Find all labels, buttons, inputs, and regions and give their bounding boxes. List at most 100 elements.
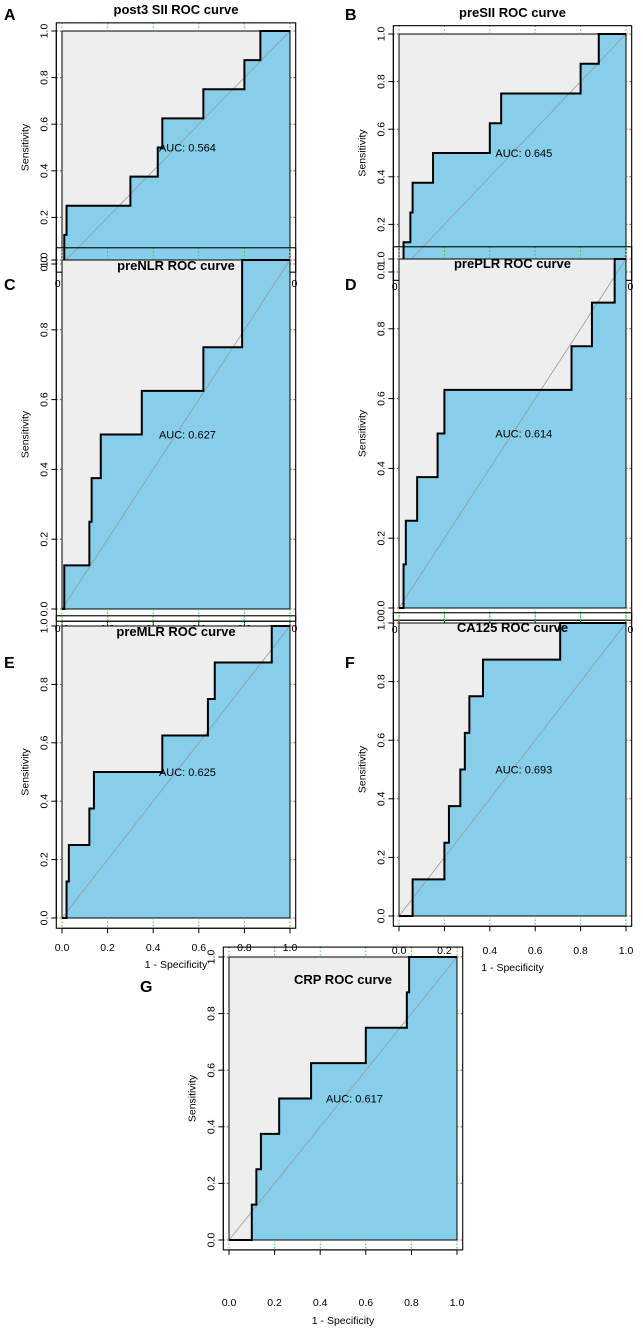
chart-title: post3 SII ROC curve (114, 2, 239, 17)
auc-label: AUC: 0.564 (159, 143, 216, 155)
x-tick-label: 0.2 (267, 1297, 282, 1309)
y-tick-label: 0.8 (375, 74, 387, 89)
x-tick-label: 0.0 (222, 1297, 237, 1309)
y-tick-label: 0.2 (375, 217, 387, 232)
x-tick-label: 0.6 (528, 945, 543, 957)
y-tick-label: 0.6 (205, 1063, 217, 1078)
y-tick-label: 1.0 (375, 27, 387, 42)
y-axis-label: Sensitivity (19, 410, 31, 458)
plot-area-border (61, 259, 291, 610)
x-tick-label: 0.6 (191, 942, 206, 954)
y-axis-label: Sensitivity (186, 1074, 198, 1122)
panel-letter: D (345, 277, 357, 294)
y-tick-label: 0.6 (38, 117, 50, 132)
panel-letter: F (345, 655, 355, 672)
y-tick-label: 0.2 (205, 1176, 217, 1191)
y-tick-label: 0.6 (375, 733, 387, 748)
y-tick-label: 0.8 (38, 70, 50, 85)
y-tick-label: 0.0 (375, 909, 387, 924)
y-axis-label: Sensitivity (356, 745, 368, 793)
y-tick-label: 1.0 (205, 950, 217, 965)
y-tick-label: 0.0 (38, 602, 50, 617)
y-tick-label: 1.0 (38, 619, 50, 634)
y-tick-label: 0.0 (375, 601, 387, 616)
roc-panel-b: 0.00.00.20.20.40.40.60.60.80.81.01.01 - … (345, 5, 633, 310)
x-tick-label: 0.2 (437, 945, 452, 957)
y-tick-label: 0.6 (375, 391, 387, 406)
y-tick-label: 1.0 (38, 24, 50, 39)
y-tick-label: 0.8 (375, 321, 387, 336)
chart-title: preSII ROC curve (459, 5, 566, 20)
plot-area-border (398, 258, 627, 609)
x-tick-label: 0.8 (404, 1297, 419, 1309)
x-tick-label: 0.4 (146, 942, 161, 954)
y-tick-label: 0.2 (375, 850, 387, 865)
plot-area-border (61, 625, 291, 919)
y-tick-label: 1.0 (375, 252, 387, 267)
roc-panel-e: 0.00.00.20.20.40.40.60.60.80.81.01.01 - … (4, 615, 298, 971)
auc-label: AUC: 0.645 (495, 148, 552, 160)
y-tick-label: 1.0 (38, 253, 50, 268)
x-axis-label: 1 - Specificity (481, 962, 544, 974)
y-tick-label: 0.2 (38, 532, 50, 547)
y-tick-label: 0.6 (375, 122, 387, 137)
y-tick-label: 0.6 (38, 392, 50, 407)
y-tick-label: 0.8 (375, 674, 387, 689)
y-tick-label: 0.8 (38, 677, 50, 692)
y-tick-label: 0.0 (38, 257, 50, 272)
y-tick-label: 0.4 (38, 462, 50, 477)
roc-curve (62, 30, 290, 265)
roc-curve (229, 956, 457, 1241)
auc-label: AUC: 0.627 (159, 430, 216, 442)
y-tick-label: 0.4 (375, 461, 387, 476)
y-tick-label: 0.2 (38, 852, 50, 867)
roc-panel-g: 0.00.00.20.20.40.40.60.60.80.81.01.01 - … (140, 946, 465, 1327)
y-tick-label: 0.4 (38, 163, 50, 178)
x-tick-label: 0.0 (392, 945, 407, 957)
y-tick-label: 0.0 (38, 911, 50, 926)
auc-label: AUC: 0.614 (495, 429, 552, 441)
panel-letter: G (140, 979, 152, 996)
y-tick-label: 0.4 (375, 169, 387, 184)
y-axis-label: Sensitivity (356, 409, 368, 457)
panel-letter: A (4, 7, 16, 24)
x-tick-label: 1.0 (450, 1297, 465, 1309)
chance-diagonal (398, 258, 627, 609)
plot-area-border (228, 956, 458, 1241)
x-tick-label: 0.0 (55, 942, 70, 954)
x-tick-label: 0.4 (482, 945, 497, 957)
y-axis-label: Sensitivity (19, 748, 31, 796)
roc-curve (399, 258, 626, 609)
y-tick-label: 0.2 (375, 531, 387, 546)
x-tick-label: 1.0 (619, 945, 634, 957)
chance-diagonal (398, 622, 627, 917)
chart-title: CA125 ROC curve (457, 620, 568, 635)
auc-label: AUC: 0.617 (326, 1094, 383, 1106)
x-tick-label: 0.2 (100, 942, 115, 954)
x-tick-label: 1.0 (283, 942, 298, 954)
x-tick-label: 0.6 (358, 1297, 373, 1309)
panel-letter: E (4, 655, 15, 672)
x-tick-label: 0.8 (237, 942, 252, 954)
y-tick-label: 0.8 (38, 322, 50, 337)
roc-panel-f: 0.0 0.0 0.2 0.2 0.4 0.4 0.6 0.6 0.8 0.8 1.0 1.0 1 - … (345, 612, 634, 974)
auc-label: AUC: 0.693 (495, 765, 552, 777)
y-tick-label: 1.0 (375, 616, 387, 631)
y-tick-label: 0.0 (375, 265, 387, 280)
chart-title: preNLR ROC curve (117, 258, 235, 273)
panel-letter: B (345, 7, 357, 24)
roc-curve (399, 622, 626, 917)
roc-curve (62, 259, 290, 610)
x-axis-label: 1 - Specificity (312, 1315, 375, 1327)
y-tick-label: 0.2 (38, 210, 50, 225)
plot-area-border (398, 622, 627, 917)
chance-diagonal (61, 625, 291, 919)
roc-curve (399, 33, 626, 273)
chance-diagonal (398, 33, 627, 273)
y-tick-label: 0.4 (205, 1119, 217, 1134)
roc-curve (62, 625, 290, 919)
chart-title: prePLR ROC curve (454, 256, 571, 271)
y-tick-label: 0.8 (205, 1006, 217, 1021)
chance-diagonal (61, 259, 291, 610)
